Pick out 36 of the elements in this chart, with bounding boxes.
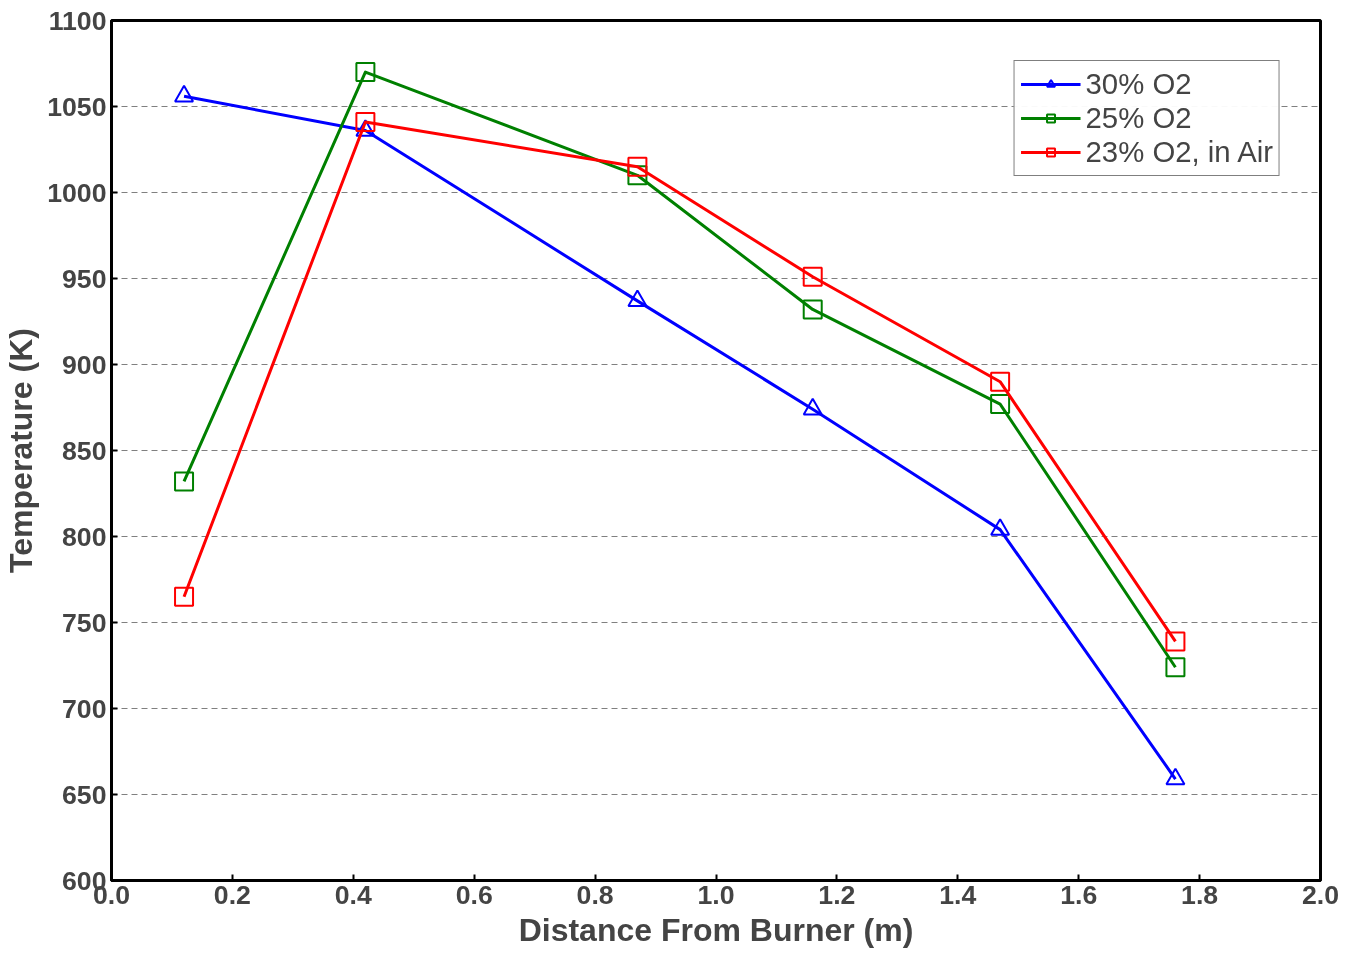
point <box>174 586 195 607</box>
x-tick-label: 0.4 <box>334 879 372 910</box>
point <box>990 371 1011 392</box>
point <box>627 156 648 177</box>
x-tick-label: 1.4 <box>939 879 977 910</box>
y-tick-label: 950 <box>62 263 107 294</box>
point <box>355 62 376 83</box>
point <box>990 394 1011 415</box>
y-tick-label: 900 <box>62 349 107 380</box>
x-tick-label: 0.2 <box>213 879 251 910</box>
y-tick-label: 1050 <box>47 91 107 122</box>
point <box>1165 657 1186 678</box>
x-tick-label: 1.6 <box>1060 879 1098 910</box>
x-tick-label: 2.0 <box>1301 879 1340 910</box>
y-tick-label: 800 <box>62 521 107 552</box>
y-tick-label: 700 <box>62 693 107 724</box>
point <box>174 471 195 492</box>
y-tick-label: 850 <box>62 435 107 466</box>
x-tick-label: 1.0 <box>697 879 735 910</box>
point <box>802 299 823 320</box>
x-tick-label: 1.8 <box>1181 879 1219 910</box>
point <box>355 111 376 132</box>
x-tick-label: 0.8 <box>576 879 614 910</box>
y-tick-label: 750 <box>62 607 107 638</box>
y-tick-label: 1100 <box>48 5 107 36</box>
legend-label: 25% O2 <box>1085 101 1192 135</box>
point <box>1165 631 1186 652</box>
x-tick-label: 1.2 <box>818 879 856 910</box>
legend-label: 30% O2 <box>1085 67 1192 101</box>
y-tick-label: 1000 <box>47 177 107 208</box>
y-tick-label: 650 <box>62 779 107 810</box>
legend-label: 23% O2, in Air <box>1085 135 1273 169</box>
x-axis-title: Distance From Burner (m) <box>518 911 914 948</box>
y-axis-title: Temperature (K) <box>3 328 40 573</box>
point <box>802 266 823 287</box>
x-tick-label: 0.6 <box>455 879 493 910</box>
